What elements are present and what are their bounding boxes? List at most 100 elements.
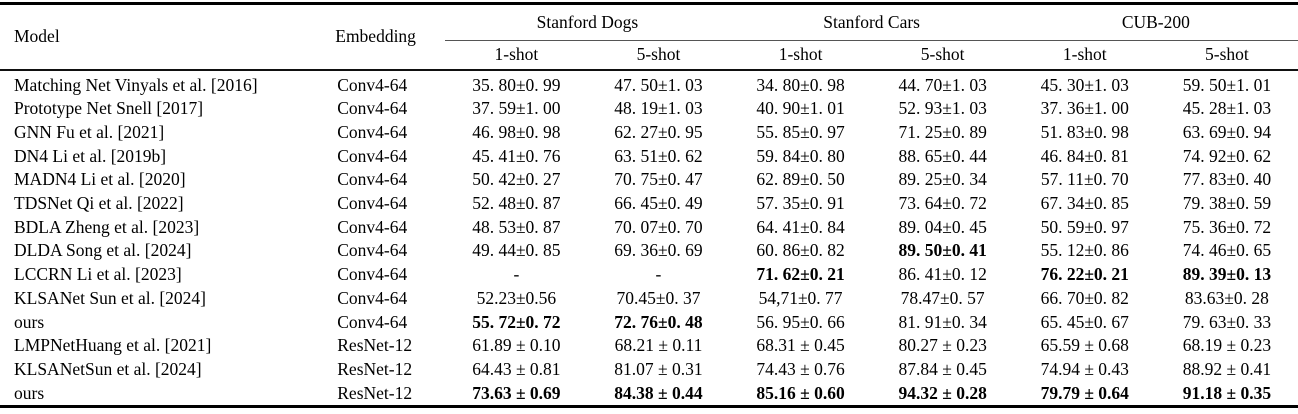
cell-value: 87.84 ± 0.45	[898, 358, 987, 379]
cell-value: 66. 45±0. 49	[614, 193, 703, 214]
cell-embedding: Conv4-64	[337, 74, 408, 95]
cell-value: 70. 75±0. 47	[614, 169, 703, 190]
col-group-stanford-cars: Stanford Cars	[729, 3, 1014, 41]
cell-value: 64.43 ± 0.81	[472, 358, 561, 379]
cell-value: 37. 59±1. 00	[472, 98, 561, 119]
cell-model: LCCRN Li et al. [2023]	[14, 264, 182, 285]
table-row: LMPNetHuang et al. [2021] ResNet-12 61.89 …	[0, 334, 1298, 358]
cell-value: 79. 63±0. 33	[1182, 311, 1272, 332]
cell-value: 63. 69±0. 94	[1182, 121, 1272, 142]
cell-value: 50. 59±0. 97	[1040, 216, 1129, 237]
cell-value: 59. 50±1. 01	[1182, 74, 1272, 95]
cell-value: 46. 98±0. 98	[472, 121, 561, 142]
cell-value: 44. 70±1. 03	[898, 74, 987, 95]
cell-value: 79. 38±0. 59	[1182, 193, 1272, 214]
cell-value: 48. 53±0. 87	[472, 216, 561, 237]
cell-value: 45. 28±1. 03	[1182, 98, 1272, 119]
cell-embedding: Conv4-64	[337, 145, 408, 166]
cell-value: 63. 51±0. 62	[614, 145, 703, 166]
cell-value: 89. 25±0. 34	[898, 169, 987, 190]
cell-value: 68.19 ± 0.23	[1182, 335, 1272, 356]
cell-value: 80.27 ± 0.23	[898, 335, 987, 356]
cell-value: 91.18 ± 0.35	[1182, 382, 1272, 403]
cell-value: 88. 65±0. 44	[898, 145, 987, 166]
cell-value: 89. 50±0. 41	[898, 240, 987, 261]
cell-value: 73.63 ± 0.69	[472, 382, 561, 403]
cell-value: 55. 85±0. 97	[756, 121, 845, 142]
cell-value: -	[655, 264, 662, 285]
col-header-cub-5shot: 5-shot	[1155, 40, 1298, 71]
table-row: Matching Net Vinyals et al. [2016] Conv4-…	[0, 70, 1298, 98]
cell-model: DLDA Song et al. [2024]	[14, 240, 192, 261]
col-header-embedding: Embedding	[335, 3, 446, 71]
col-header-cub-1shot: 1-shot	[1013, 40, 1156, 71]
cell-model: ours	[14, 311, 45, 332]
table-row: TDSNet Qi et al. [2022] Conv4-64 52. 48±0.…	[0, 192, 1298, 216]
cell-value: 34. 80±0. 98	[756, 74, 845, 95]
cell-embedding: Conv4-64	[337, 240, 408, 261]
cell-model: TDSNet Qi et al. [2022]	[14, 193, 184, 214]
cell-value: 64. 41±0. 84	[756, 216, 845, 237]
col-header-cars-1shot: 1-shot	[729, 40, 872, 71]
cell-value: 89. 04±0. 45	[898, 216, 987, 237]
cell-value: 78.47±0. 57	[900, 287, 985, 308]
cell-value: 75. 36±0. 72	[1182, 216, 1272, 237]
col-group-stanford-dogs: Stanford Dogs	[445, 3, 730, 41]
cell-value: 74.94 ± 0.43	[1040, 358, 1129, 379]
cell-model: DN4 Li et al. [2019b]	[14, 145, 167, 166]
table-row: DLDA Song et al. [2024] Conv4-64 49. 44±0.…	[0, 239, 1298, 263]
cell-value: 72. 76±0. 48	[614, 311, 703, 332]
cell-value: 94.32 ± 0.28	[898, 382, 987, 403]
cell-value: 77. 83±0. 40	[1182, 169, 1272, 190]
table-body: Matching Net Vinyals et al. [2016] Conv4-…	[0, 70, 1298, 407]
cell-value: 55. 72±0. 72	[472, 311, 561, 332]
table-row: LCCRN Li et al. [2023] Conv4-64 - - 71. 62±0…	[0, 263, 1298, 287]
cell-value: 74. 92±0. 62	[1182, 145, 1272, 166]
table-row: ours Conv4-64 55. 72±0. 72 72. 76±0. 48 56. …	[0, 311, 1298, 335]
table-row: ours ResNet-12 73.63 ± 0.69 84.38 ± 0.44 85.…	[0, 382, 1298, 407]
cell-embedding: Conv4-64	[337, 287, 408, 308]
cell-embedding: ResNet-12	[337, 382, 413, 403]
col-header-dogs-5shot: 5-shot	[587, 40, 730, 71]
cell-value: 54,71±0. 77	[758, 287, 843, 308]
cell-embedding: Conv4-64	[337, 121, 408, 142]
cell-value: 68.31 ± 0.45	[756, 335, 845, 356]
header-group-row: Model Embedding Stanford Dogs Stanford C…	[0, 3, 1298, 71]
cell-model: Matching Net Vinyals et al. [2016]	[14, 74, 258, 95]
table-header: Model Embedding Stanford Dogs Stanford C…	[0, 3, 1298, 71]
table-row: BDLA Zheng et al. [2023] Conv4-64 48. 53±0…	[0, 216, 1298, 240]
cell-value: 85.16 ± 0.60	[756, 382, 845, 403]
cell-value: 65. 45±0. 67	[1040, 311, 1129, 332]
cell-embedding: Conv4-64	[337, 193, 408, 214]
cell-model: GNN Fu et al. [2021]	[14, 121, 165, 142]
cell-value: 66. 70±0. 82	[1040, 287, 1129, 308]
cell-value: 48. 19±1. 03	[614, 98, 703, 119]
cell-embedding: Conv4-64	[337, 264, 408, 285]
cell-model: LMPNetHuang et al. [2021]	[14, 335, 212, 356]
cell-value: 62. 89±0. 50	[756, 169, 845, 190]
col-header-cars-5shot: 5-shot	[871, 40, 1014, 71]
cell-model: KLSANet Sun et al. [2024]	[14, 287, 206, 308]
cell-value: 55. 12±0. 86	[1040, 240, 1129, 261]
cell-embedding: Conv4-64	[337, 216, 408, 237]
cell-value: 81.07 ± 0.31	[614, 358, 703, 379]
cell-value: 40. 90±1. 01	[756, 98, 845, 119]
cell-value: 74. 46±0. 65	[1182, 240, 1272, 261]
cell-value: 68.21 ± 0.11	[614, 335, 703, 356]
cell-value: 79.79 ± 0.64	[1040, 382, 1129, 403]
cell-value: 52. 93±1. 03	[898, 98, 987, 119]
cell-value: 70.45±0. 37	[616, 287, 701, 308]
cell-value: 65.59 ± 0.68	[1040, 335, 1129, 356]
cell-value: 49. 44±0. 85	[472, 240, 561, 261]
cell-value: 89. 39±0. 13	[1182, 264, 1272, 285]
cell-value: 37. 36±1. 00	[1040, 98, 1129, 119]
header-subcol-row: 1-shot 5-shot 1-shot 5-shot 1-shot 5-sho…	[0, 40, 1298, 71]
cell-model: BDLA Zheng et al. [2023]	[14, 216, 200, 237]
cell-value: 88.92 ± 0.41	[1182, 358, 1272, 379]
cell-model: KLSANetSun et al. [2024]	[14, 358, 202, 379]
cell-value: 61.89 ± 0.10	[472, 335, 561, 356]
cell-value: 50. 42±0. 27	[472, 169, 561, 190]
cell-model: Prototype Net Snell [2017]	[14, 98, 204, 119]
cell-value: 83.63±0. 28	[1184, 287, 1269, 308]
